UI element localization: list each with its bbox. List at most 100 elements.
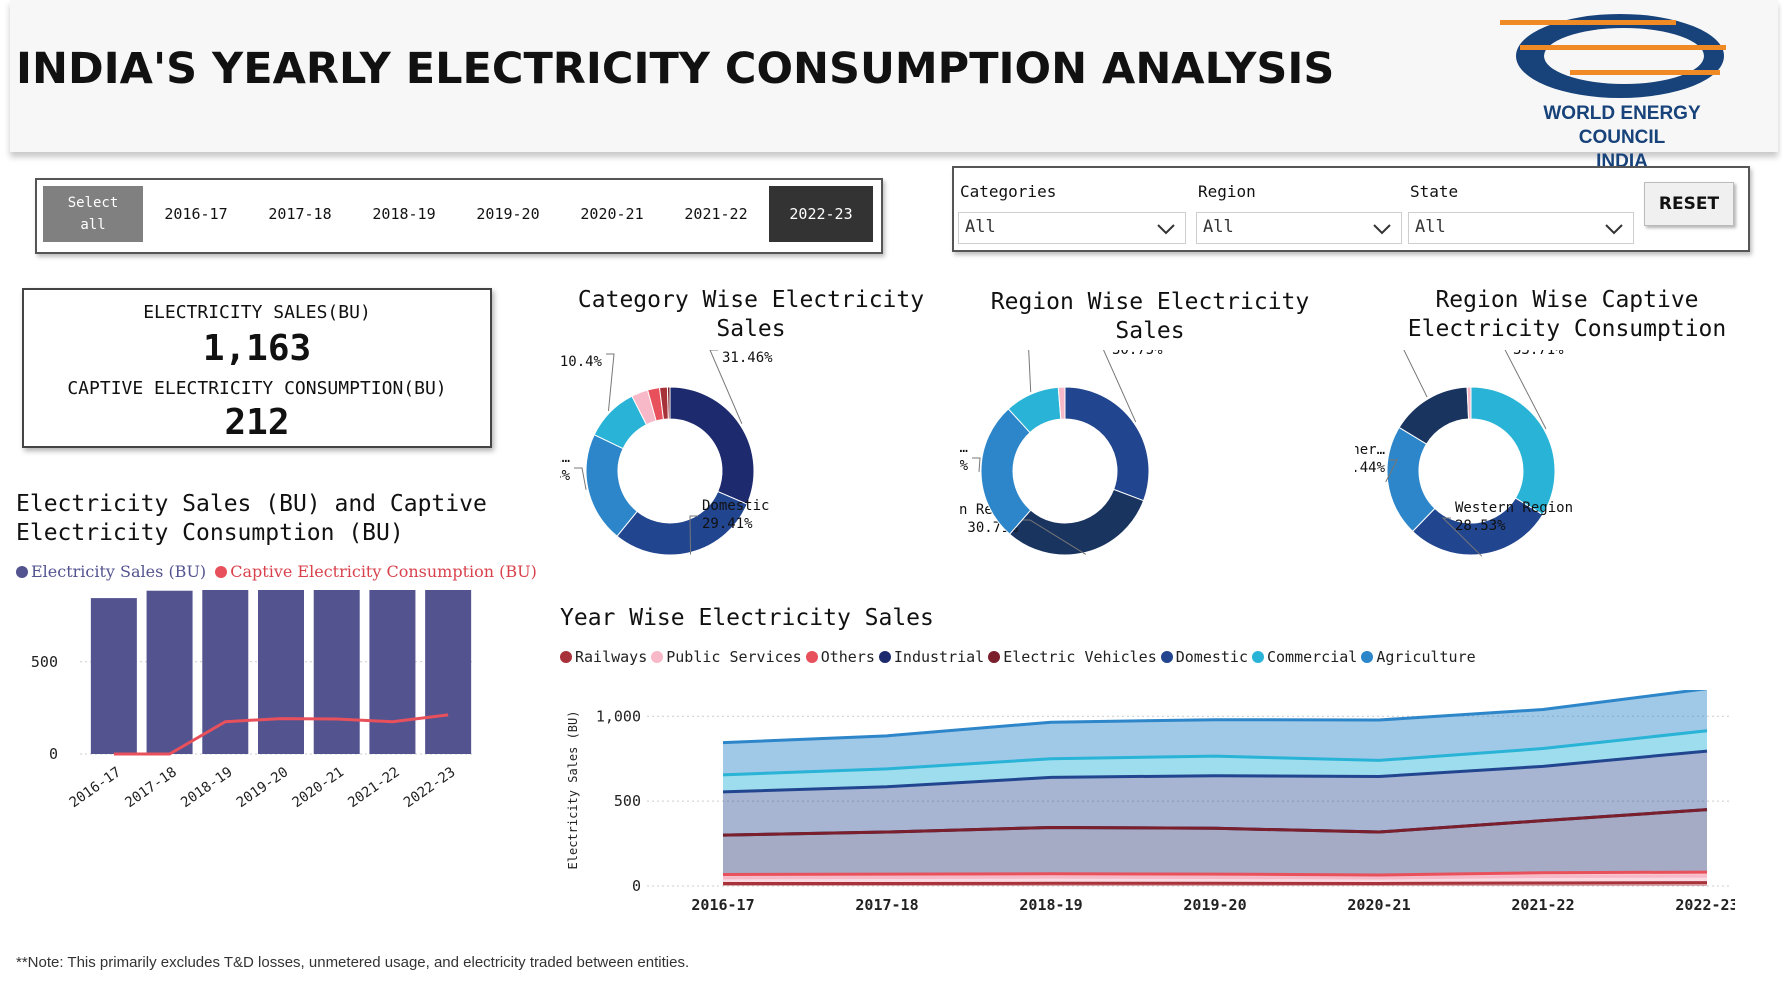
state-label: State xyxy=(1410,182,1459,201)
x-tick-label: 2021-22 xyxy=(1511,896,1574,914)
bar-electricity-sales[interactable] xyxy=(146,590,193,754)
leader-line xyxy=(1403,350,1428,398)
slice-label: Southe… xyxy=(960,440,968,456)
slice-percent: 15.58% xyxy=(1355,350,1386,352)
area-industrial[interactable] xyxy=(723,809,1707,875)
legend-item-railways[interactable]: Railways xyxy=(560,648,647,666)
slice-label: Commercial xyxy=(560,350,602,352)
leader-line xyxy=(574,467,587,490)
x-tick-label: 2019-20 xyxy=(1183,896,1246,914)
line-electric-vehicles[interactable] xyxy=(722,808,1708,837)
year-button-2021-22[interactable]: 2021-22 xyxy=(665,186,767,242)
slice-percent: 30.75% xyxy=(1112,350,1163,358)
bar-electricity-sales[interactable] xyxy=(202,590,249,754)
select-all-label-2: all xyxy=(80,217,106,233)
year-button-2016-17[interactable]: 2016-17 xyxy=(145,186,247,242)
y-tick-label: 500 xyxy=(31,653,58,671)
state-dropdown[interactable]: All xyxy=(1408,212,1634,244)
slice-percent: 21.24% xyxy=(560,468,571,484)
x-tick-label: 2020-21 xyxy=(1347,896,1410,914)
legend-item-public-services[interactable]: Public Services xyxy=(651,648,802,666)
x-tick-label: 2017-18 xyxy=(855,896,918,914)
x-tick-label: 2020-21 xyxy=(289,764,347,811)
sales-kpi-value: 1,163 xyxy=(202,328,312,369)
leader-line xyxy=(1103,350,1137,423)
bar-chart-legend: Electricity Sales (BU) Captive Electrici… xyxy=(16,562,541,581)
donut-slice[interactable] xyxy=(1466,386,1472,420)
stacked-area-chart: 0 500 1,000 Electricity Sales (BU) 2016-17 20… xyxy=(566,690,1735,914)
legend-item-commercial[interactable]: Commercial xyxy=(1252,648,1357,666)
year-button-2017-18[interactable]: 2017-18 xyxy=(249,186,351,242)
slice-label: Western Region xyxy=(1455,500,1573,516)
slice-percent: 33.71% xyxy=(1513,350,1564,358)
donut-slice[interactable] xyxy=(1008,488,1145,556)
donut-slice[interactable] xyxy=(669,386,755,505)
line-captive-consumption[interactable] xyxy=(113,713,449,756)
year-slicer: Select all 2016-17 2017-18 2018-19 2019-… xyxy=(35,178,883,254)
reset-button[interactable]: RESET xyxy=(1644,182,1734,226)
donut-slice[interactable] xyxy=(1064,386,1150,502)
bar-electricity-sales[interactable] xyxy=(258,590,304,754)
select-all-button[interactable]: Select all xyxy=(43,186,143,242)
select-all-label-1: Select xyxy=(67,195,119,211)
legend-label: Agriculture xyxy=(1376,648,1476,666)
year-button-2018-19[interactable]: 2018-19 xyxy=(353,186,455,242)
bar-electricity-sales[interactable] xyxy=(369,590,416,754)
y-tick-label: 0 xyxy=(632,877,641,895)
donut-slice[interactable] xyxy=(1057,386,1066,420)
chevron-down-icon xyxy=(1605,224,1623,235)
legend-dot xyxy=(805,651,818,663)
bar-chart-title: Electricity Sales (BU) and Captive Elect… xyxy=(16,490,487,548)
categories-dropdown[interactable]: All xyxy=(958,212,1186,244)
bar-chart-title-line2: Electricity Consumption (BU) xyxy=(16,520,404,546)
legend-item-industrial[interactable]: Industrial xyxy=(878,648,984,666)
legend-item-electric-vehicles[interactable]: Electric Vehicles xyxy=(988,648,1157,666)
line-agriculture[interactable] xyxy=(722,690,1708,745)
x-tick-label: 2018-19 xyxy=(178,764,236,811)
region-label: Region xyxy=(1198,182,1256,201)
region-value: All xyxy=(1203,217,1234,237)
bar-electricity-sales[interactable] xyxy=(313,590,360,754)
legend-item-captive[interactable]: Captive Electricity Consumption (BU) xyxy=(215,562,537,581)
legend-item-agriculture[interactable]: Agriculture xyxy=(1361,648,1476,666)
legend-label: Electric Vehicles xyxy=(1003,648,1157,666)
x-tick-label: 2016-17 xyxy=(691,896,754,914)
legend-dot xyxy=(1252,651,1264,663)
category-donut-title: Category Wise Electricity Sales xyxy=(556,286,946,344)
bar-electricity-sales[interactable] xyxy=(90,598,137,754)
category-donut-title-line1: Category Wise Electricity xyxy=(577,287,925,313)
line-railways[interactable] xyxy=(723,881,1708,885)
slice-percent: 29.41% xyxy=(702,516,753,532)
line-domestic[interactable] xyxy=(722,749,1708,794)
line-public-services[interactable] xyxy=(722,874,1708,880)
legend-item-others[interactable]: Others xyxy=(805,648,875,666)
donut-slice[interactable] xyxy=(616,490,748,556)
year-button-2020-21[interactable]: 2020-21 xyxy=(561,186,663,242)
page-title: INDIA'S YEARLY ELECTRICITY CONSUMPTION A… xyxy=(16,44,1335,94)
bar-chart-title-line1: Electricity Sales (BU) and Captive xyxy=(16,491,487,517)
year-button-2019-20[interactable]: 2019-20 xyxy=(457,186,559,242)
legend-label-sales: Electricity Sales (BU) xyxy=(31,562,207,581)
legend-item-sales[interactable]: Electricity Sales (BU) xyxy=(16,562,206,581)
year-button-2022-23[interactable]: 2022-23 xyxy=(769,186,873,242)
region-dropdown[interactable]: All xyxy=(1196,212,1402,244)
line-others[interactable] xyxy=(722,870,1708,877)
bar-electricity-sales[interactable] xyxy=(425,590,472,754)
donut-slice[interactable] xyxy=(1470,386,1556,516)
line-commercial[interactable] xyxy=(722,729,1708,777)
donut-slice[interactable] xyxy=(666,386,671,420)
categories-value: All xyxy=(965,217,996,237)
leader-line xyxy=(972,457,981,472)
legend-dot xyxy=(215,566,228,578)
legend-item-domestic[interactable]: Domestic xyxy=(1160,648,1248,666)
header-bar xyxy=(10,0,1778,152)
captive-donut-title: Region Wise Captive Electricity Consumpt… xyxy=(1362,286,1772,344)
area-commercial[interactable] xyxy=(723,730,1707,792)
legend-dot xyxy=(878,651,891,663)
slice-percent: 10.49% xyxy=(965,350,1016,352)
categories-label: Categories xyxy=(960,182,1057,201)
x-tick-label: 2022-23 xyxy=(401,764,459,811)
legend-dot xyxy=(988,651,1001,663)
legend-label: Public Services xyxy=(666,648,802,666)
donut-slice[interactable] xyxy=(585,434,638,537)
